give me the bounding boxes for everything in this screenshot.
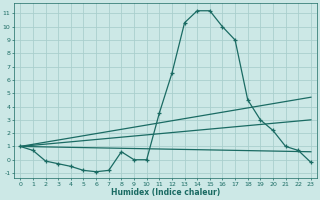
X-axis label: Humidex (Indice chaleur): Humidex (Indice chaleur) (111, 188, 220, 197)
